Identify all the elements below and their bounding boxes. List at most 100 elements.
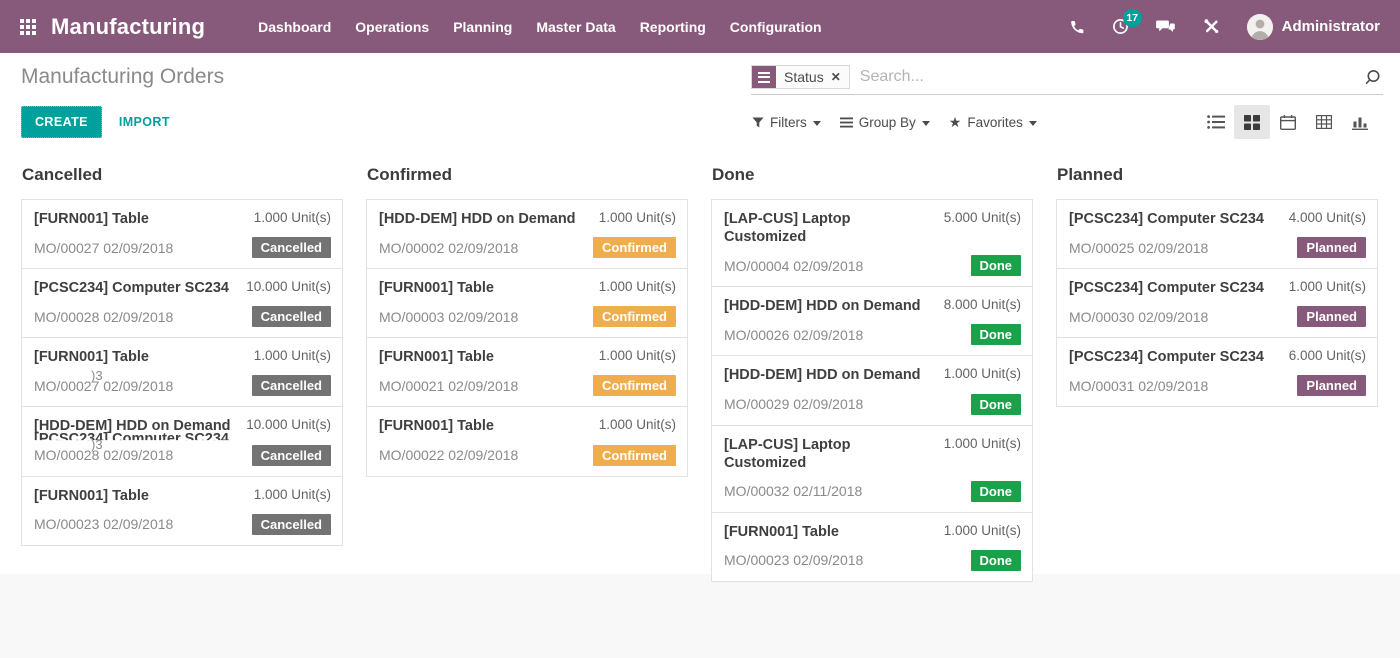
card-reference: MO/00026 02/09/2018 xyxy=(724,326,864,343)
filters-label: Filters xyxy=(770,114,807,130)
menu-master-data[interactable]: Master Data xyxy=(536,18,616,35)
apps-menu-icon[interactable] xyxy=(20,18,36,35)
card-title[interactable]: [LAP-CUS] Laptop Customized xyxy=(724,436,851,471)
menu-configuration[interactable]: Configuration xyxy=(729,18,822,35)
card-quantity: 1.000 Unit(s) xyxy=(598,348,676,364)
card-reference: MO/00021 02/09/2018 xyxy=(379,377,519,394)
card-title[interactable]: [HDD-DEM] HDD on Demand xyxy=(724,298,921,315)
card-reference: MO/00023 02/09/2018 xyxy=(724,552,864,569)
kanban-card[interactable]: [HDD-DEM] HDD on Demand [PCSC234] Comput… xyxy=(21,406,343,477)
card-title[interactable]: [FURN001] Table xyxy=(34,487,149,504)
render-glitch-text: )3 xyxy=(91,367,103,383)
kanban-card[interactable]: [FURN001] Table 1.000 Unit(s) MO/00023 0… xyxy=(21,475,343,546)
kanban-card[interactable]: [FURN001] Table 1.000 Unit(s) MO/00023 0… xyxy=(711,511,1033,582)
column-title: Confirmed xyxy=(367,165,452,184)
phone-icon[interactable] xyxy=(1069,19,1085,35)
kanban-card[interactable]: [PCSC234] Computer SC234 6.000 Unit(s) M… xyxy=(1056,337,1378,408)
card-reference: MO/00003 02/09/2018 xyxy=(379,308,519,325)
card-quantity: 1.000 Unit(s) xyxy=(943,366,1021,382)
kanban-card[interactable]: [FURN001] Table 1.000 Unit(s) MO/00021 0… xyxy=(366,337,688,408)
kanban-card[interactable]: [FURN001] Table 1.000 Unit(s) MO/00027 0… xyxy=(21,199,343,270)
bars-icon xyxy=(839,117,853,127)
avatar xyxy=(1246,13,1273,40)
status-badge: Confirmed xyxy=(593,306,676,328)
status-badge: Cancelled xyxy=(251,237,331,259)
kanban-column-confirmed: Confirmed [HDD-DEM] HDD on Demand 1.000 … xyxy=(366,165,688,582)
card-reference: MO/00031 02/09/2018 xyxy=(1069,377,1209,394)
card-title[interactable]: [PCSC234] Computer SC234 xyxy=(1069,280,1264,297)
messages-chat-icon[interactable] xyxy=(1155,18,1176,35)
card-title[interactable]: [FURN001] Table xyxy=(34,349,149,366)
card-quantity: 1.000 Unit(s) xyxy=(598,279,676,295)
action-bar: CREATE IMPORT Filters Group By ★ Favorit… xyxy=(0,101,1400,143)
search-facet-status[interactable]: Status ✕ xyxy=(751,65,850,89)
app-name[interactable]: Manufacturing xyxy=(51,13,206,39)
bar-chart-icon xyxy=(1352,117,1368,130)
card-title[interactable]: [HDD-DEM] HDD on Demand xyxy=(379,211,576,227)
search-input[interactable] xyxy=(849,66,1364,88)
kanban-board: Cancelled [FURN001] Table 1.000 Unit(s) … xyxy=(0,165,1400,582)
card-title[interactable]: [HDD-DEM] HDD on Demand xyxy=(34,418,231,435)
activities-clock-icon[interactable]: 17 xyxy=(1112,9,1142,35)
create-button[interactable]: CREATE xyxy=(21,106,102,138)
kanban-card[interactable]: [LAP-CUS] Laptop Customized 5.000 Unit(s… xyxy=(711,199,1033,288)
card-quantity: 8.000 Unit(s) xyxy=(943,297,1021,313)
kanban-card[interactable]: [HDD-DEM] HDD on Demand 8.000 Unit(s) MO… xyxy=(711,286,1033,357)
status-badge: Planned xyxy=(1297,237,1366,259)
card-quantity: 1.000 Unit(s) xyxy=(943,435,1021,451)
card-title[interactable]: [HDD-DEM] HDD on Demand xyxy=(724,367,921,384)
kanban-card[interactable]: [PCSC234] Computer SC234 1.000 Unit(s) M… xyxy=(1056,268,1378,339)
status-badge: Confirmed xyxy=(593,375,676,397)
status-badge: Planned xyxy=(1297,375,1366,397)
pivot-icon xyxy=(1316,115,1332,129)
kanban-column-planned: Planned [PCSC234] Computer SC234 4.000 U… xyxy=(1056,165,1378,582)
card-title[interactable]: [FURN001] Table xyxy=(724,523,839,540)
facet-remove-icon[interactable]: ✕ xyxy=(830,70,841,84)
group-by-dropdown[interactable]: Group By xyxy=(839,115,930,130)
list-view-button[interactable] xyxy=(1198,105,1234,139)
kanban-card[interactable]: [FURN001] Table 1.000 Unit(s) MO/00003 0… xyxy=(366,268,688,339)
card-title[interactable]: [LAP-CUS] Laptop Customized xyxy=(724,211,851,246)
kanban-card[interactable]: [FURN001] Table 1.000 Unit(s) MO/00027 0… xyxy=(21,337,343,408)
card-reference: MO/00027 02/09/2018 xyxy=(34,239,174,256)
calendar-view-button[interactable] xyxy=(1270,105,1306,139)
control-panel: Manufacturing Orders Status ✕ xyxy=(0,53,1400,101)
menu-dashboard[interactable]: Dashboard xyxy=(258,18,332,35)
card-title[interactable]: [PCSC234] Computer SC234 xyxy=(34,280,229,297)
card-reference: MO/00028 02/09/2018 xyxy=(34,308,174,325)
favorites-dropdown[interactable]: ★ Favorites xyxy=(949,115,1037,130)
card-reference: MO/00002 02/09/2018 xyxy=(379,239,519,256)
star-icon: ★ xyxy=(948,114,962,130)
debug-tools-icon[interactable] xyxy=(1203,18,1220,35)
card-title[interactable]: [FURN001] Table xyxy=(379,418,494,435)
card-title[interactable]: [PCSC234] Computer SC234 xyxy=(1069,211,1264,227)
pivot-view-button[interactable] xyxy=(1306,105,1342,139)
search-magnifier-icon[interactable] xyxy=(1364,69,1381,86)
kanban-view-button[interactable] xyxy=(1234,105,1270,139)
card-title[interactable]: [FURN001] Table xyxy=(34,211,149,227)
kanban-icon xyxy=(1244,114,1260,130)
card-title[interactable]: [FURN001] Table xyxy=(379,349,494,366)
import-button[interactable]: IMPORT xyxy=(118,115,170,129)
board-background xyxy=(0,574,1400,658)
menu-reporting[interactable]: Reporting xyxy=(639,18,706,35)
card-reference: MO/00027 02/09/2018)3 xyxy=(34,367,174,394)
column-title: Planned xyxy=(1057,165,1124,184)
menu-operations[interactable]: Operations xyxy=(355,18,430,35)
kanban-card[interactable]: [FURN001] Table 1.000 Unit(s) MO/00022 0… xyxy=(366,406,688,477)
kanban-card[interactable]: [LAP-CUS] Laptop Customized 1.000 Unit(s… xyxy=(711,424,1033,513)
status-badge: Cancelled xyxy=(251,513,331,535)
status-badge: Done xyxy=(970,255,1021,277)
kanban-card[interactable]: [HDD-DEM] HDD on Demand 1.000 Unit(s) MO… xyxy=(366,199,688,270)
kanban-column-done: Done [LAP-CUS] Laptop Customized 5.000 U… xyxy=(711,165,1033,582)
card-title[interactable]: [PCSC234] Computer SC234 xyxy=(1069,349,1264,366)
card-reference: MO/00004 02/09/2018 xyxy=(724,257,864,274)
menu-planning[interactable]: Planning xyxy=(453,18,513,35)
user-menu[interactable]: Administrator xyxy=(1246,13,1380,40)
kanban-card[interactable]: [PCSC234] Computer SC234 10.000 Unit(s) … xyxy=(21,268,343,339)
kanban-card[interactable]: [PCSC234] Computer SC234 4.000 Unit(s) M… xyxy=(1056,199,1378,270)
card-title[interactable]: [FURN001] Table xyxy=(379,280,494,297)
graph-view-button[interactable] xyxy=(1342,105,1378,139)
kanban-card[interactable]: [HDD-DEM] HDD on Demand 1.000 Unit(s) MO… xyxy=(711,355,1033,426)
filters-dropdown[interactable]: Filters xyxy=(752,115,821,130)
